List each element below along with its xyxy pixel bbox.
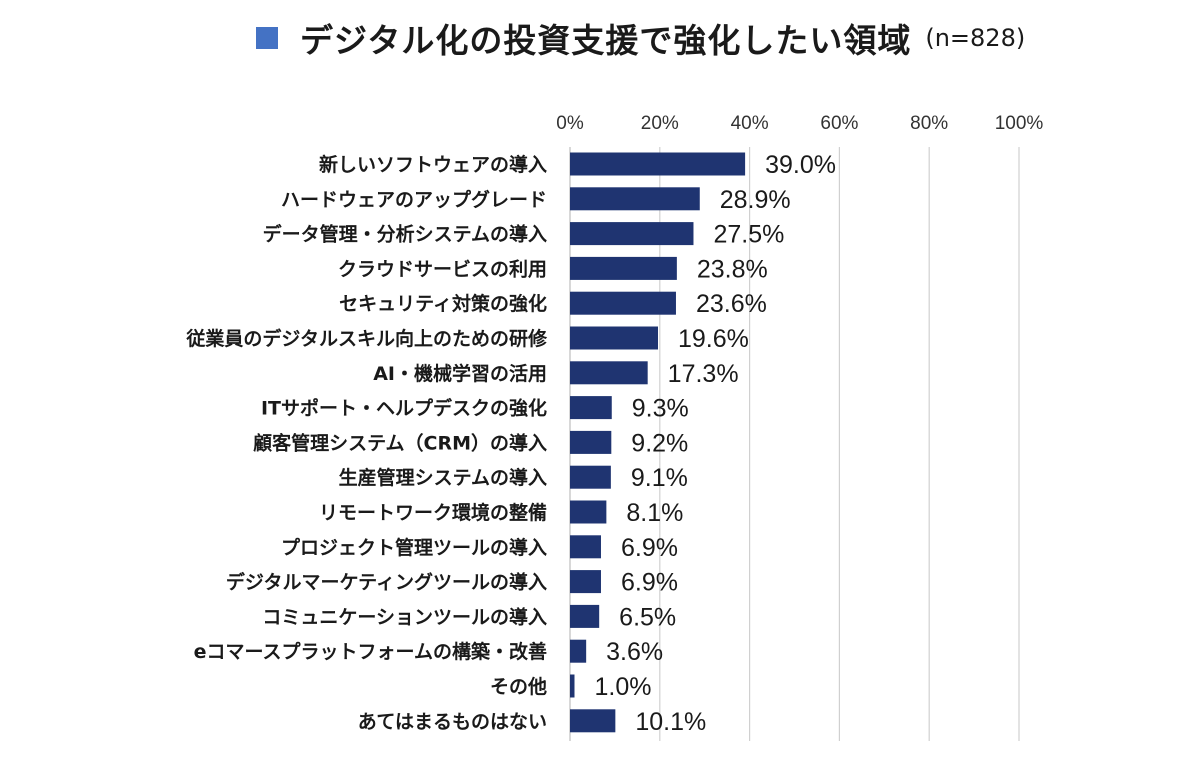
- category-label: コミュニケーションツールの導入: [262, 605, 547, 628]
- x-tick-label: 40%: [731, 113, 769, 134]
- value-label: 6.5%: [619, 603, 676, 631]
- category-label: ハードウェアのアップグレード: [281, 188, 547, 211]
- category-label: AI・機械学習の活用: [373, 362, 547, 385]
- bar: [570, 500, 607, 524]
- data-labels: 39.0% 28.9% 27.5% 23.8% 23.6% 19.6% 17.3% 9.3% 9…: [594, 151, 836, 736]
- value-label: 9.2%: [631, 429, 688, 457]
- category-label: 従業員のデジタルスキル向上のための研修: [185, 327, 548, 350]
- category-label: ITサポート・ヘルプデスクの強化: [261, 397, 547, 420]
- value-label: 1.0%: [594, 673, 651, 701]
- chart-title-row: デジタル化の投資支援で強化したい領域 (n=828): [256, 14, 1025, 62]
- category-label: デジタルマーケティングツールの導入: [226, 571, 547, 594]
- bar: [570, 152, 746, 176]
- bar: [570, 535, 601, 559]
- value-label: 27.5%: [713, 221, 784, 249]
- x-tick-label: 0%: [556, 113, 584, 134]
- bar: [570, 604, 600, 628]
- bar: [570, 709, 616, 733]
- category-label: その他: [490, 675, 547, 698]
- title-square-marker-icon: [256, 27, 278, 49]
- category-label: リモートワーク環境の整備: [319, 501, 547, 524]
- value-label: 10.1%: [635, 708, 706, 736]
- category-label: データ管理・分析システムの導入: [263, 223, 547, 246]
- category-label: 新しいソフトウェアの導入: [319, 153, 547, 176]
- bar: [570, 396, 612, 420]
- value-label: 3.6%: [606, 638, 663, 666]
- value-label: 6.9%: [621, 569, 678, 597]
- value-label: 28.9%: [720, 186, 791, 214]
- bar: [570, 465, 611, 489]
- bar: [570, 639, 587, 663]
- bar: [570, 326, 659, 350]
- bar: [570, 361, 648, 385]
- category-label: あてはまるものはない: [358, 711, 547, 733]
- value-label: 9.3%: [632, 395, 689, 423]
- x-tick-label: 20%: [641, 113, 679, 134]
- x-tick-label: 100%: [995, 113, 1044, 134]
- x-axis-tick-labels: 0% 20% 40% 60% 80% 100%: [556, 113, 1043, 134]
- bar: [570, 256, 677, 280]
- value-label: 19.6%: [678, 325, 749, 353]
- category-label: 生産管理システムの導入: [339, 466, 547, 489]
- bar: [570, 291, 676, 315]
- bars: [570, 152, 746, 733]
- chart-sample-size: (n=828): [925, 24, 1026, 52]
- category-label: 顧客管理システム（CRM）の導入: [253, 431, 547, 454]
- value-label: 39.0%: [765, 151, 836, 179]
- value-label: 23.6%: [696, 290, 767, 318]
- value-label: 9.1%: [631, 464, 688, 492]
- category-label: クラウドサービスの利用: [338, 258, 547, 280]
- category-label: eコマースプラットフォームの構築・改善: [194, 640, 547, 663]
- x-tick-label: 60%: [820, 113, 858, 134]
- bar: [570, 430, 612, 454]
- x-tick-label: 80%: [910, 113, 948, 134]
- bar: [570, 674, 575, 698]
- value-label: 6.9%: [621, 534, 678, 562]
- value-label: 8.1%: [626, 499, 683, 527]
- bar: [570, 570, 601, 594]
- chart-title: デジタル化の投資支援で強化したい領域: [300, 21, 912, 60]
- category-labels: 新しいソフトウェアの導入ハードウェアのアップグレードデータ管理・分析システムの導…: [185, 153, 548, 733]
- value-label: 23.8%: [697, 255, 768, 283]
- bar: [570, 187, 700, 211]
- bar: [570, 222, 694, 246]
- category-label: プロジェクト管理ツールの導入: [281, 536, 547, 559]
- value-label: 17.3%: [668, 360, 739, 388]
- category-label: セキュリティ対策の強化: [339, 292, 547, 315]
